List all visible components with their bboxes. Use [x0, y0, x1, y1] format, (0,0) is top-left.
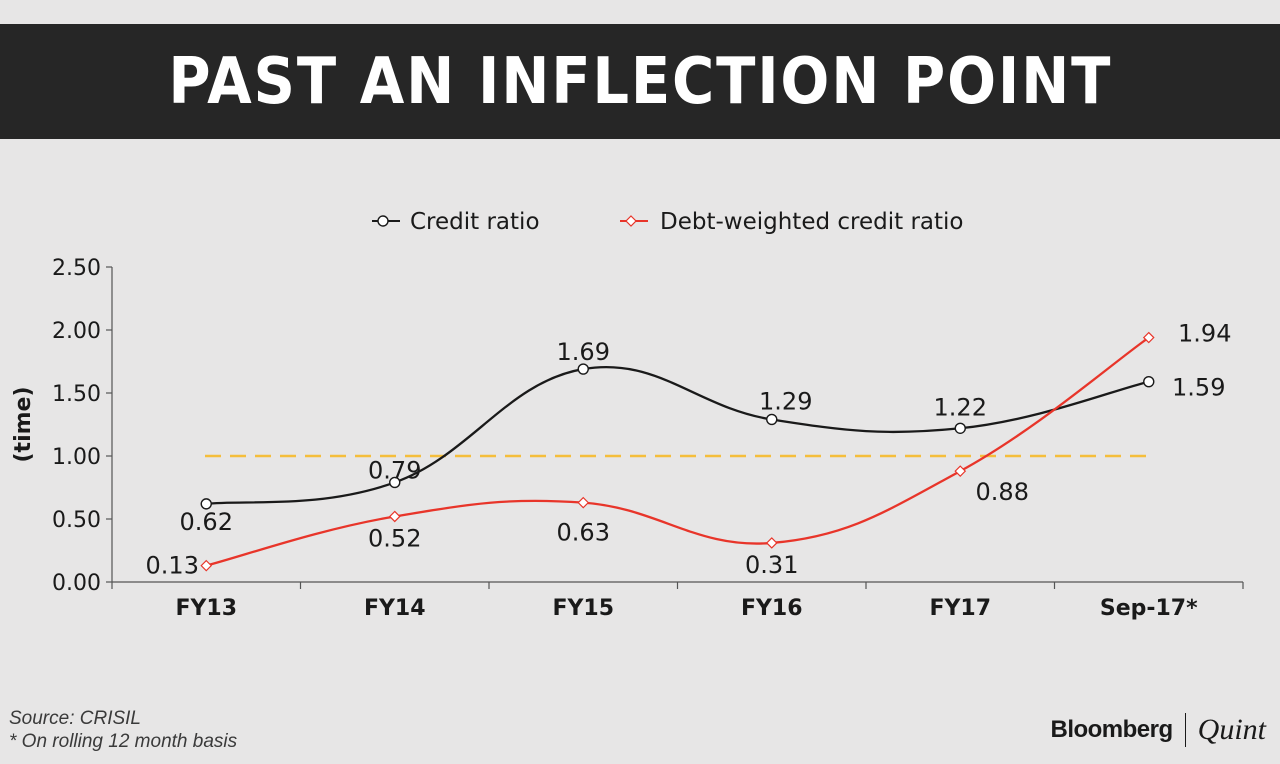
data-label: 0.88: [976, 478, 1029, 506]
data-label: 1.22: [934, 393, 987, 421]
data-label: 1.94: [1178, 320, 1231, 348]
y-tick-label: 0.50: [52, 508, 101, 533]
legend-label: Credit ratio: [410, 209, 540, 235]
x-tick-label: FY16: [741, 596, 803, 621]
x-tick-label: FY17: [929, 596, 991, 621]
y-tick-label: 1.00: [52, 445, 101, 470]
data-label: 1.59: [1172, 374, 1225, 402]
data-label: 1.69: [557, 338, 610, 366]
data-label: 1.29: [759, 387, 812, 415]
series-line-debt-weighted: [205, 336, 1150, 567]
data-point: [954, 422, 966, 434]
legend-marker: [377, 215, 389, 227]
x-tick-label: Sep-17*: [1100, 596, 1198, 621]
x-tick-label: FY14: [364, 596, 426, 621]
x-tick-label: FY13: [175, 596, 237, 621]
data-label: 0.79: [368, 456, 421, 484]
data-label: 0.52: [368, 524, 421, 552]
brand-secondary: Quint: [1197, 713, 1266, 746]
data-label: 0.13: [146, 552, 199, 580]
footnote-line: * On rolling 12 month basis: [9, 731, 238, 752]
data-point: [577, 496, 590, 509]
legend-marker: [625, 215, 637, 227]
y-tick-label: 0.00: [52, 571, 101, 596]
data-point: [1143, 375, 1155, 388]
x-tick-label: FY15: [552, 596, 614, 621]
y-tick-label: 2.00: [52, 319, 101, 344]
legend-label: Debt-weighted credit ratio: [660, 209, 963, 235]
data-label: 0.63: [557, 519, 610, 547]
data-point: [200, 559, 213, 572]
y-tick-label: 1.50: [52, 382, 101, 407]
chart-title: PAST AN INFLECTION POINT: [168, 44, 1112, 119]
series-line-credit-ratio: [206, 366, 1150, 506]
source-note: Source: CRISIL * On rolling 12 month bas…: [9, 707, 237, 753]
data-label: 0.62: [180, 508, 233, 536]
data-point: [954, 465, 967, 477]
data-point: [766, 413, 778, 426]
data-label: 0.31: [745, 551, 798, 579]
brand-divider: [1184, 713, 1186, 747]
data-point: [1142, 331, 1155, 344]
data-point: [577, 363, 589, 375]
y-axis-label: (time): [11, 386, 36, 462]
source-line: Source: CRISIL: [9, 708, 141, 729]
title-bar: PAST AN INFLECTION POINT: [0, 24, 1280, 139]
data-point: [765, 537, 778, 549]
brand-primary: Bloomberg: [1050, 716, 1173, 743]
data-point: [389, 476, 401, 489]
y-tick-label: 2.50: [52, 256, 101, 281]
brand-logo: Bloomberg Quint: [1050, 713, 1266, 747]
data-point: [388, 510, 401, 523]
data-point: [200, 498, 212, 510]
